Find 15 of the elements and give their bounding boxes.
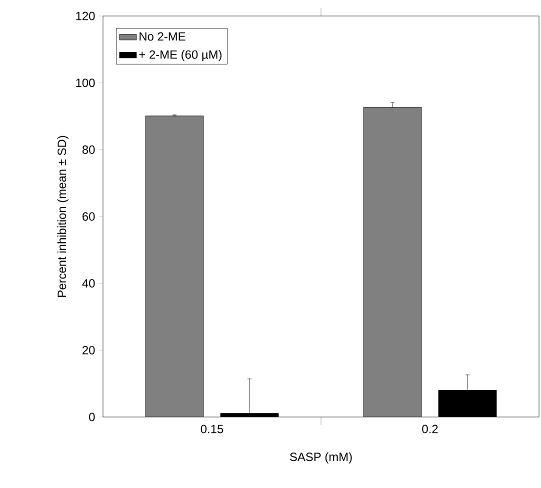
bar [145, 116, 204, 417]
y-tick-label: 0 [89, 412, 95, 422]
y-tick-label: 80 [82, 145, 95, 154]
y-axis-title: Percent inhibition (mean ± SD) [57, 136, 68, 297]
x-tick-label: 0.15 [200, 424, 224, 434]
bar [363, 107, 422, 417]
y-tick-label: 60 [82, 212, 95, 221]
legend-label: No 2-ME [140, 32, 186, 41]
y-tick-label: 120 [76, 12, 95, 20]
legend-label: + 2-ME (60 µM) [139, 50, 222, 62]
x-axis-title: SASP (mM) [290, 452, 352, 464]
x-tick-label: 0.2 [422, 424, 438, 434]
y-tick-label: 100 [76, 78, 95, 88]
y-tick-label: 40 [82, 279, 95, 288]
y-tick-label: 20 [82, 346, 95, 354]
